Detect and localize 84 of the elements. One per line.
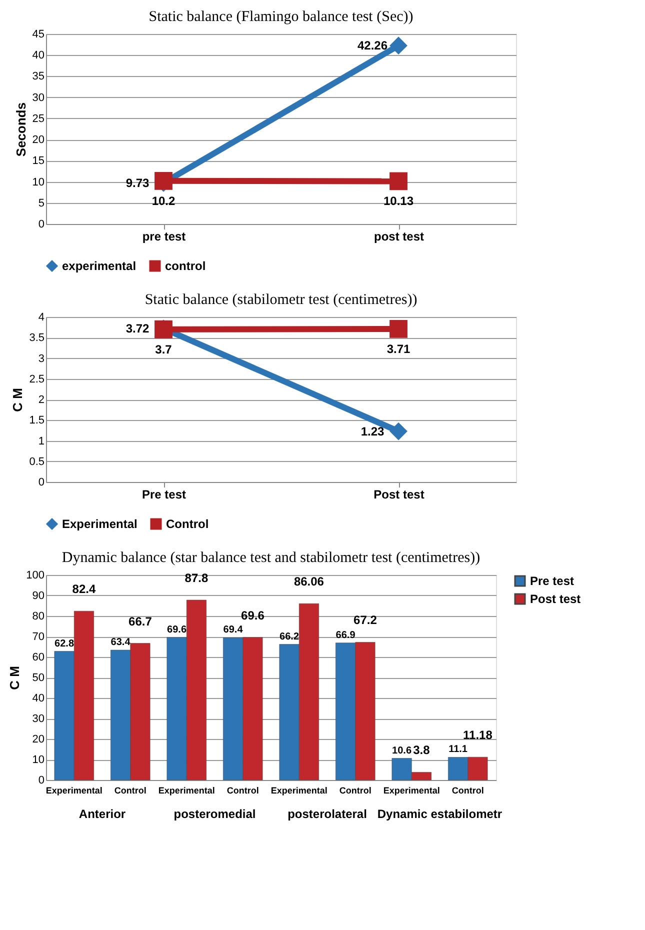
legend-label: Experimental bbox=[62, 517, 138, 531]
legend-label: control bbox=[165, 259, 206, 273]
x-tick-label: Experimental bbox=[270, 786, 328, 796]
data-label: 66.2 bbox=[280, 631, 300, 642]
y-tick-label: 0.5 bbox=[29, 456, 44, 468]
point bbox=[390, 36, 408, 55]
data-label: 66.7 bbox=[128, 614, 152, 628]
data-label: 69.6 bbox=[241, 608, 265, 622]
data-label: 87.8 bbox=[184, 571, 208, 586]
data-label: 11.1 bbox=[448, 744, 468, 756]
y-axis-title: C M bbox=[7, 666, 22, 690]
x-tick-label: Control bbox=[339, 786, 372, 796]
y-tick-label: 80 bbox=[32, 610, 44, 622]
data-label: 66.9 bbox=[336, 630, 356, 641]
y-tick-label: 100 bbox=[26, 570, 44, 582]
y-tick-label: 4 bbox=[38, 312, 44, 324]
data-label: 10.6 bbox=[392, 745, 412, 756]
y-tick-label: 35 bbox=[32, 70, 44, 83]
chart-title: Dynamic balance (star balance test and stabilometr test (centimetres)) bbox=[62, 550, 480, 566]
data-label: 69.4 bbox=[223, 624, 244, 636]
y-tick-label: 40 bbox=[32, 692, 44, 704]
point bbox=[390, 422, 408, 440]
legend-label: Post test bbox=[530, 592, 581, 606]
y-tick-label: 1 bbox=[38, 435, 44, 448]
y-tick-label: 30 bbox=[32, 713, 44, 725]
x-tick-label: post test bbox=[374, 230, 424, 244]
data-label: 62.8 bbox=[54, 638, 74, 650]
x-tick-label: Experimental bbox=[383, 786, 440, 796]
data-label: 10.13 bbox=[383, 194, 414, 208]
x-tick-label: Control bbox=[114, 786, 146, 796]
data-label: 1.23 bbox=[360, 424, 384, 438]
y-tick-label: 10 bbox=[32, 176, 44, 188]
y-tick-label: 10 bbox=[32, 754, 44, 766]
y-tick-label: 70 bbox=[32, 631, 44, 643]
y-axis-title: Seconds bbox=[13, 102, 28, 157]
y-tick-label: 1.5 bbox=[29, 414, 44, 427]
y-tick-label: 45 bbox=[32, 28, 44, 40]
data-label: 82.4 bbox=[72, 582, 96, 596]
data-label: 11.18 bbox=[463, 728, 493, 742]
y-axis-title: C M bbox=[10, 388, 26, 412]
data-label: 3.71 bbox=[386, 342, 410, 356]
y-tick-label: 30 bbox=[32, 92, 44, 104]
y-tick-label: 5 bbox=[38, 197, 44, 210]
y-tick-label: 15 bbox=[32, 155, 44, 168]
text: posteromedial bbox=[174, 807, 256, 821]
data-label: 63.4 bbox=[110, 637, 131, 648]
data-label: 86.06 bbox=[294, 574, 324, 589]
legend-label: Pre test bbox=[530, 574, 574, 588]
data-label: 42.26 bbox=[357, 38, 388, 53]
legend-label: experimental bbox=[62, 259, 136, 273]
y-tick-label: 60 bbox=[32, 652, 44, 664]
data-label: 10.2 bbox=[152, 194, 176, 208]
y-tick-label: 2.5 bbox=[29, 373, 44, 386]
y-tick-label: 20 bbox=[32, 134, 44, 146]
x-tick-label: pre test bbox=[142, 230, 186, 244]
x-tick-label: Control bbox=[226, 786, 259, 796]
y-tick-label: 3.5 bbox=[29, 332, 44, 344]
chart-title: Static balance (stabilometr test (centimetres)) bbox=[144, 292, 418, 308]
point bbox=[390, 320, 408, 338]
y-tick-label: 25 bbox=[32, 112, 44, 125]
text: posterolateral bbox=[288, 807, 367, 821]
y-tick-label: 3 bbox=[38, 352, 44, 365]
data-label: 67.2 bbox=[354, 613, 378, 628]
data-label: 9.73 bbox=[126, 176, 150, 190]
x-tick-label: Control bbox=[452, 786, 484, 796]
text: Dynamic estabilometr bbox=[377, 807, 502, 821]
y-tick-label: 0 bbox=[38, 774, 44, 786]
y-tick-label: 90 bbox=[32, 590, 44, 602]
y-tick-label: 20 bbox=[32, 734, 44, 746]
text: Anterior bbox=[78, 807, 126, 821]
y-tick-label: 50 bbox=[32, 672, 44, 684]
y-tick-label: 0 bbox=[38, 218, 44, 230]
point bbox=[390, 172, 408, 190]
y-tick-label: 2 bbox=[38, 394, 44, 406]
x-tick-label: Experimental bbox=[46, 786, 102, 796]
chart-title: Static balance (Flamingo balance test (Sec)) bbox=[148, 9, 414, 25]
data-label: 3.8 bbox=[413, 743, 430, 758]
x-tick-label: Experimental bbox=[158, 786, 215, 796]
data-label: 69.6 bbox=[167, 624, 187, 636]
y-tick-label: 40 bbox=[32, 50, 44, 62]
y-tick-label: 0 bbox=[38, 476, 44, 488]
data-label: 3.72 bbox=[126, 322, 150, 336]
data-label: 3.7 bbox=[155, 342, 172, 356]
legend-label: Control bbox=[166, 517, 209, 531]
